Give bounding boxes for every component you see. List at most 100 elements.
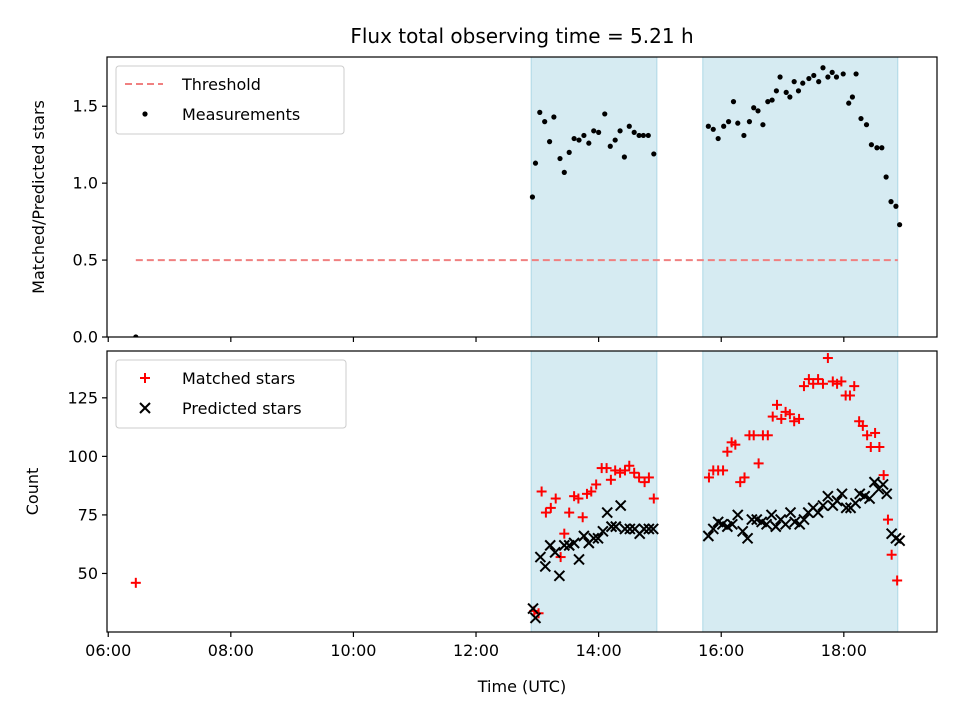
measurement-point <box>879 145 885 151</box>
measurement-point <box>735 120 741 126</box>
predicted-star-point <box>527 602 539 615</box>
measurement-point <box>825 74 831 80</box>
measurement-point <box>765 99 771 105</box>
predicted-star-point <box>610 520 622 533</box>
matched-star-point <box>892 575 903 586</box>
measurement-point <box>542 119 548 125</box>
matched-star-point <box>533 608 544 619</box>
legend-label: Threshold <box>181 75 261 94</box>
predicted-star-point <box>544 539 556 552</box>
matched-star-point <box>718 465 729 476</box>
matched-star-point <box>870 427 881 438</box>
measurement-point <box>868 142 875 148</box>
measurement-point <box>858 115 864 122</box>
legend-label: Measurements <box>182 105 300 124</box>
predicted-star-point <box>732 509 744 521</box>
legend: Threshold Measurements <box>115 65 345 135</box>
matched-star-point <box>550 493 561 504</box>
measurement-point <box>755 108 761 114</box>
matched-star-point <box>817 378 828 389</box>
measurement-point <box>888 199 894 205</box>
matched-star-point <box>601 463 612 474</box>
predicted-star-point <box>765 509 778 521</box>
measurement-point <box>710 126 716 132</box>
measurement-point <box>561 169 567 175</box>
x-tick-label: 18:00 <box>821 641 867 660</box>
predicted-star-point <box>578 530 590 542</box>
matched-star-point <box>784 409 795 420</box>
predicted-star-point <box>822 490 834 502</box>
predicted-star-point <box>812 506 824 519</box>
predicted-star-point <box>741 532 754 545</box>
predicted-star-point <box>643 523 655 535</box>
measurement-point <box>863 122 870 128</box>
y-tick-label: 75 <box>78 505 98 524</box>
x-tick-label: 10:00 <box>330 641 376 660</box>
matched-star-point <box>577 512 588 523</box>
x-tick-label: 16:00 <box>698 641 744 660</box>
y-axis-label: Count <box>23 468 42 516</box>
legend-marker <box>142 111 148 117</box>
predicted-star-point <box>893 534 906 547</box>
x-axis-label: Time (UTC) <box>477 677 566 696</box>
chart-title: Flux total observing time = 5.21 h <box>350 24 693 48</box>
predicted-star-point <box>863 492 876 505</box>
legend: Matched stars Predicted stars <box>115 359 347 429</box>
legend-label: Predicted stars <box>182 399 302 418</box>
predicted-star-point <box>726 518 738 530</box>
matched-star-point <box>545 502 556 513</box>
predicted-star-point <box>817 499 829 512</box>
measurement-point <box>591 128 597 134</box>
legend-marker <box>140 373 150 383</box>
matched-star-point <box>573 493 584 504</box>
predicted-star-point <box>746 513 758 526</box>
legend-label: Matched stars <box>182 369 295 388</box>
predicted-star-point <box>770 520 782 533</box>
measurement-point <box>651 151 657 157</box>
measurement-point <box>721 123 727 129</box>
matched-star-point <box>130 577 141 588</box>
predicted-star-point <box>868 476 881 488</box>
measurement-point <box>532 160 539 166</box>
y-tick-label: 100 <box>67 447 98 466</box>
measurement-point <box>741 132 747 139</box>
measurement-point <box>546 139 553 145</box>
measurement-point <box>874 145 880 151</box>
predicted-star-point <box>534 551 547 563</box>
count-panel: 50 75 100 125 06:00 08:00 10:00 12:00 14:00 16:00… <box>23 350 938 660</box>
measurement-point <box>576 137 582 143</box>
measurement-point <box>730 99 737 105</box>
plot-area <box>133 65 903 337</box>
measurement-point <box>705 123 711 129</box>
matched-star-point <box>882 514 893 525</box>
predicted-star-point <box>624 523 636 535</box>
observing-window-band <box>530 56 658 338</box>
measurement-point <box>607 143 613 149</box>
legend-frame <box>115 359 347 429</box>
measurement-point <box>626 123 632 129</box>
measurement-point <box>791 79 797 85</box>
measurement-point <box>751 105 757 111</box>
matched-star-point <box>634 472 645 483</box>
predicted-star-point <box>619 523 631 535</box>
measurement-point <box>777 74 783 80</box>
matched-star-point <box>878 470 889 481</box>
x-tick-label: 14:00 <box>576 641 622 660</box>
measurement-point <box>612 137 618 143</box>
predicted-star-point <box>760 518 773 530</box>
measurement-point <box>571 135 577 142</box>
predicted-star-point <box>597 525 609 538</box>
measurement-point <box>806 75 812 82</box>
predicted-star-point <box>779 518 792 530</box>
predicted-star-point <box>647 523 659 535</box>
measurement-point <box>636 132 642 139</box>
measurement-point <box>621 154 627 160</box>
matched-star-point <box>886 549 897 560</box>
measurement-point <box>846 100 852 106</box>
matched-star-point <box>540 507 551 518</box>
predicted-star-point <box>798 513 810 526</box>
y-tick-label: 0.5 <box>73 251 98 270</box>
predicted-star-point <box>529 612 542 624</box>
y-axis-label: Matched/Predicted stars <box>29 100 48 294</box>
